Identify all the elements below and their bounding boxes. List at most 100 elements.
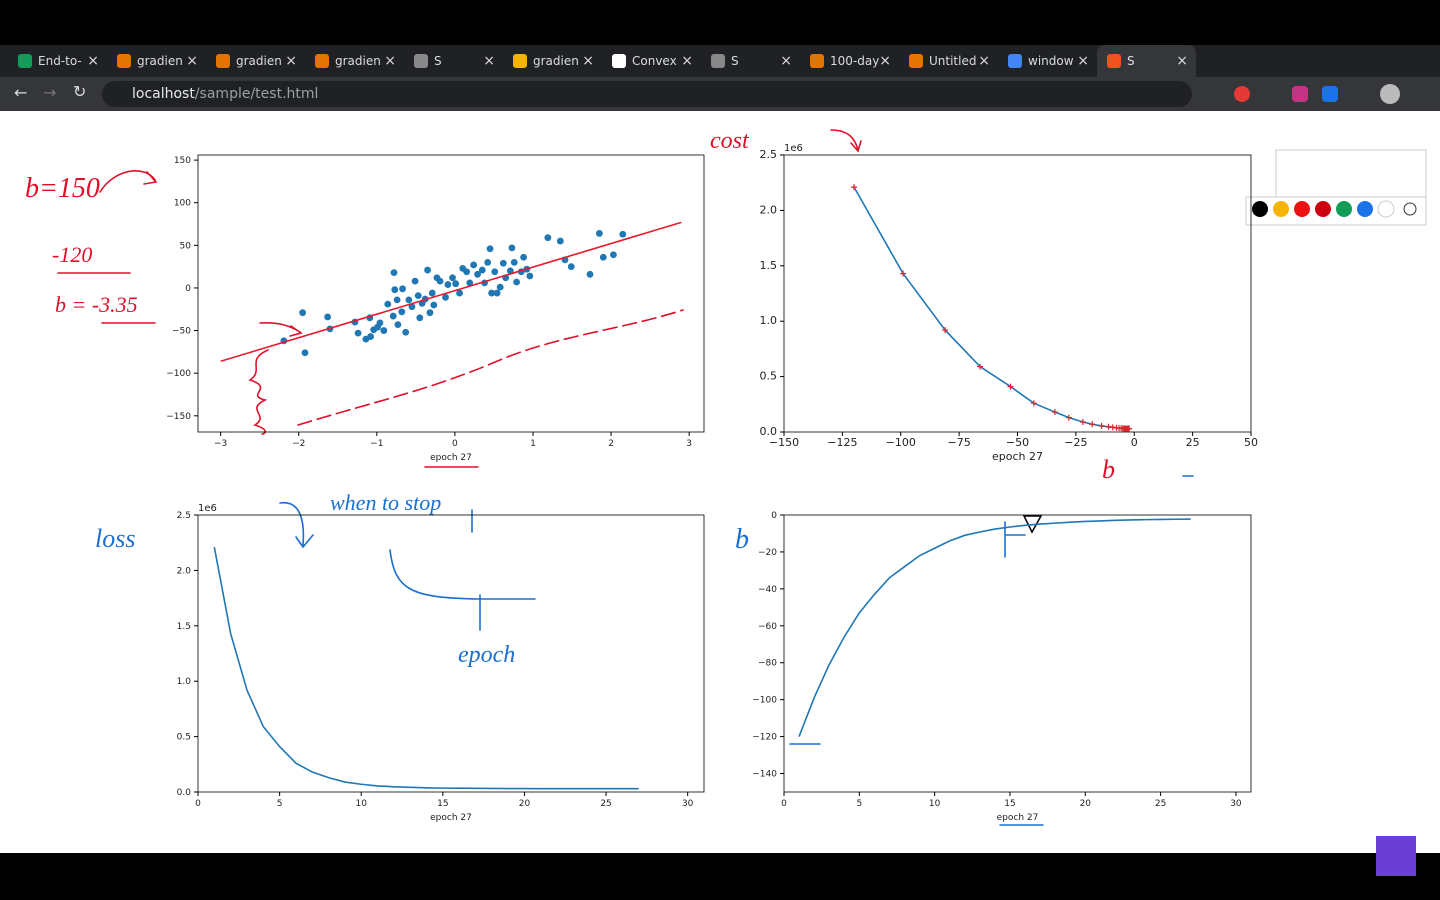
tab-close: ×	[186, 53, 198, 69]
tab-icon	[216, 54, 230, 68]
browser-tab[interactable]: gradien ×	[107, 45, 206, 77]
browser-tab[interactable]: S ×	[1097, 45, 1196, 77]
tab-title: Untitled	[929, 54, 977, 68]
tab-close: ×	[483, 53, 495, 69]
point-marker	[1051, 409, 1058, 416]
x-axis-label: epoch 27	[430, 813, 472, 823]
series-line	[213, 546, 639, 790]
back-button[interactable]: ←	[14, 83, 28, 102]
scatter-point	[398, 308, 406, 316]
tab-close: ×	[780, 53, 792, 69]
browser-tab[interactable]: Untitled ×	[899, 45, 998, 77]
handwritten-note: b	[735, 524, 749, 555]
y-tick-label: 2.5	[760, 148, 778, 161]
scatter-point	[449, 274, 456, 282]
color-swatch[interactable]	[1273, 201, 1289, 217]
color-palette	[1245, 196, 1427, 226]
scatter-point	[444, 281, 452, 288]
toolbar-panel	[1275, 149, 1427, 199]
y-tick-label: −80	[758, 659, 777, 669]
tab-icon	[612, 54, 626, 68]
tab-close: ×	[978, 53, 990, 69]
y-tick-label: −60	[758, 622, 777, 632]
browser-tab[interactable]: Convex ×	[602, 45, 701, 77]
x-tick-label: −1	[370, 439, 383, 449]
scatter-point	[484, 258, 492, 266]
scatter-point	[452, 280, 460, 288]
y-tick-label: 0.0	[760, 425, 778, 438]
tab-title: Convex	[632, 54, 677, 68]
tab-strip: End-to- × gradien × gradien × gradien × S × gradie…	[0, 45, 1440, 77]
url-field[interactable]: localhost/sample/test.html	[102, 81, 1192, 107]
scatter-point	[470, 261, 478, 269]
tab-icon	[909, 54, 923, 68]
y-tick-label: 100	[174, 199, 191, 209]
scatter-point	[520, 253, 528, 261]
tab-title: S	[731, 54, 739, 68]
scatter-point	[526, 272, 534, 280]
scatter-point	[376, 319, 384, 327]
browser-tab[interactable]: gradien ×	[305, 45, 404, 77]
x-tick-label: −3	[214, 439, 227, 449]
reload-button[interactable]: ↻	[73, 82, 87, 101]
scatter-point	[510, 258, 518, 266]
x-tick-label: 0	[781, 799, 787, 809]
scatter-point	[428, 289, 436, 297]
browser-tab[interactable]: gradien ×	[503, 45, 602, 77]
browser-tab[interactable]: S ×	[404, 45, 503, 77]
settings-button[interactable]	[1403, 202, 1417, 216]
x-tick-label: 15	[1004, 799, 1015, 809]
tab-icon	[513, 54, 527, 68]
extension-icon[interactable]	[1234, 86, 1250, 102]
tab-close: ×	[582, 53, 594, 69]
tab-icon	[810, 54, 824, 68]
y-tick-label: 0	[185, 284, 191, 294]
y-tick-label: −50	[172, 327, 191, 337]
tab-icon	[18, 54, 32, 68]
browser-tab[interactable]: S ×	[701, 45, 800, 77]
pen-strokes	[57, 129, 1194, 826]
browser-tab[interactable]: window ×	[998, 45, 1097, 77]
browser-tab[interactable]: 100-day ×	[800, 45, 899, 77]
tab-close: ×	[285, 53, 297, 69]
color-swatch[interactable]	[1294, 201, 1310, 217]
tab-close: ×	[681, 53, 693, 69]
scatter-point	[367, 333, 374, 340]
x-tick-label: 30	[682, 799, 694, 809]
scatter-point	[405, 296, 413, 304]
scatter-point	[354, 329, 362, 337]
color-swatch[interactable]	[1315, 201, 1331, 217]
scatter-point	[393, 296, 401, 304]
browser-tab[interactable]: gradien ×	[206, 45, 305, 77]
point-marker	[1030, 400, 1037, 407]
plot-frame	[197, 154, 705, 433]
profile-avatar[interactable]	[1380, 84, 1400, 104]
chart: −3 −2 −1 0 1 2 3 −150 −100 −50 0 50 100 150 epoch 27	[166, 154, 705, 463]
scatter-point	[416, 314, 424, 322]
tab-title: window	[1028, 54, 1074, 68]
x-tick-label: −125	[827, 436, 857, 449]
app-icon	[1376, 836, 1416, 876]
color-swatch[interactable]	[1377, 200, 1395, 218]
tab-close: ×	[1176, 53, 1188, 69]
y-tick-label: 0	[771, 511, 777, 521]
point-marker	[1007, 383, 1014, 390]
extension-icon[interactable]	[1322, 86, 1338, 102]
x-tick-label: 3	[686, 439, 692, 449]
chart: −150 −125 −100 −75 −50 −25 0 25 50 0.0 0.5 1.0 1.5 2.…	[760, 143, 1259, 463]
series-line	[220, 221, 682, 363]
y-tick-label: 0.5	[177, 733, 191, 743]
color-swatch[interactable]	[1336, 201, 1352, 217]
point-marker	[1098, 422, 1105, 429]
color-swatch[interactable]	[1357, 201, 1373, 217]
handwritten-note: cost	[710, 128, 750, 154]
browser-tab[interactable]: End-to- ×	[8, 45, 107, 77]
scatter-point	[390, 269, 398, 277]
forward-button[interactable]: →	[43, 83, 57, 102]
x-tick-label: 25	[1186, 436, 1200, 449]
color-swatch[interactable]	[1252, 201, 1268, 217]
extension-icon[interactable]	[1292, 86, 1308, 102]
y-tick-label: −150	[166, 412, 191, 422]
